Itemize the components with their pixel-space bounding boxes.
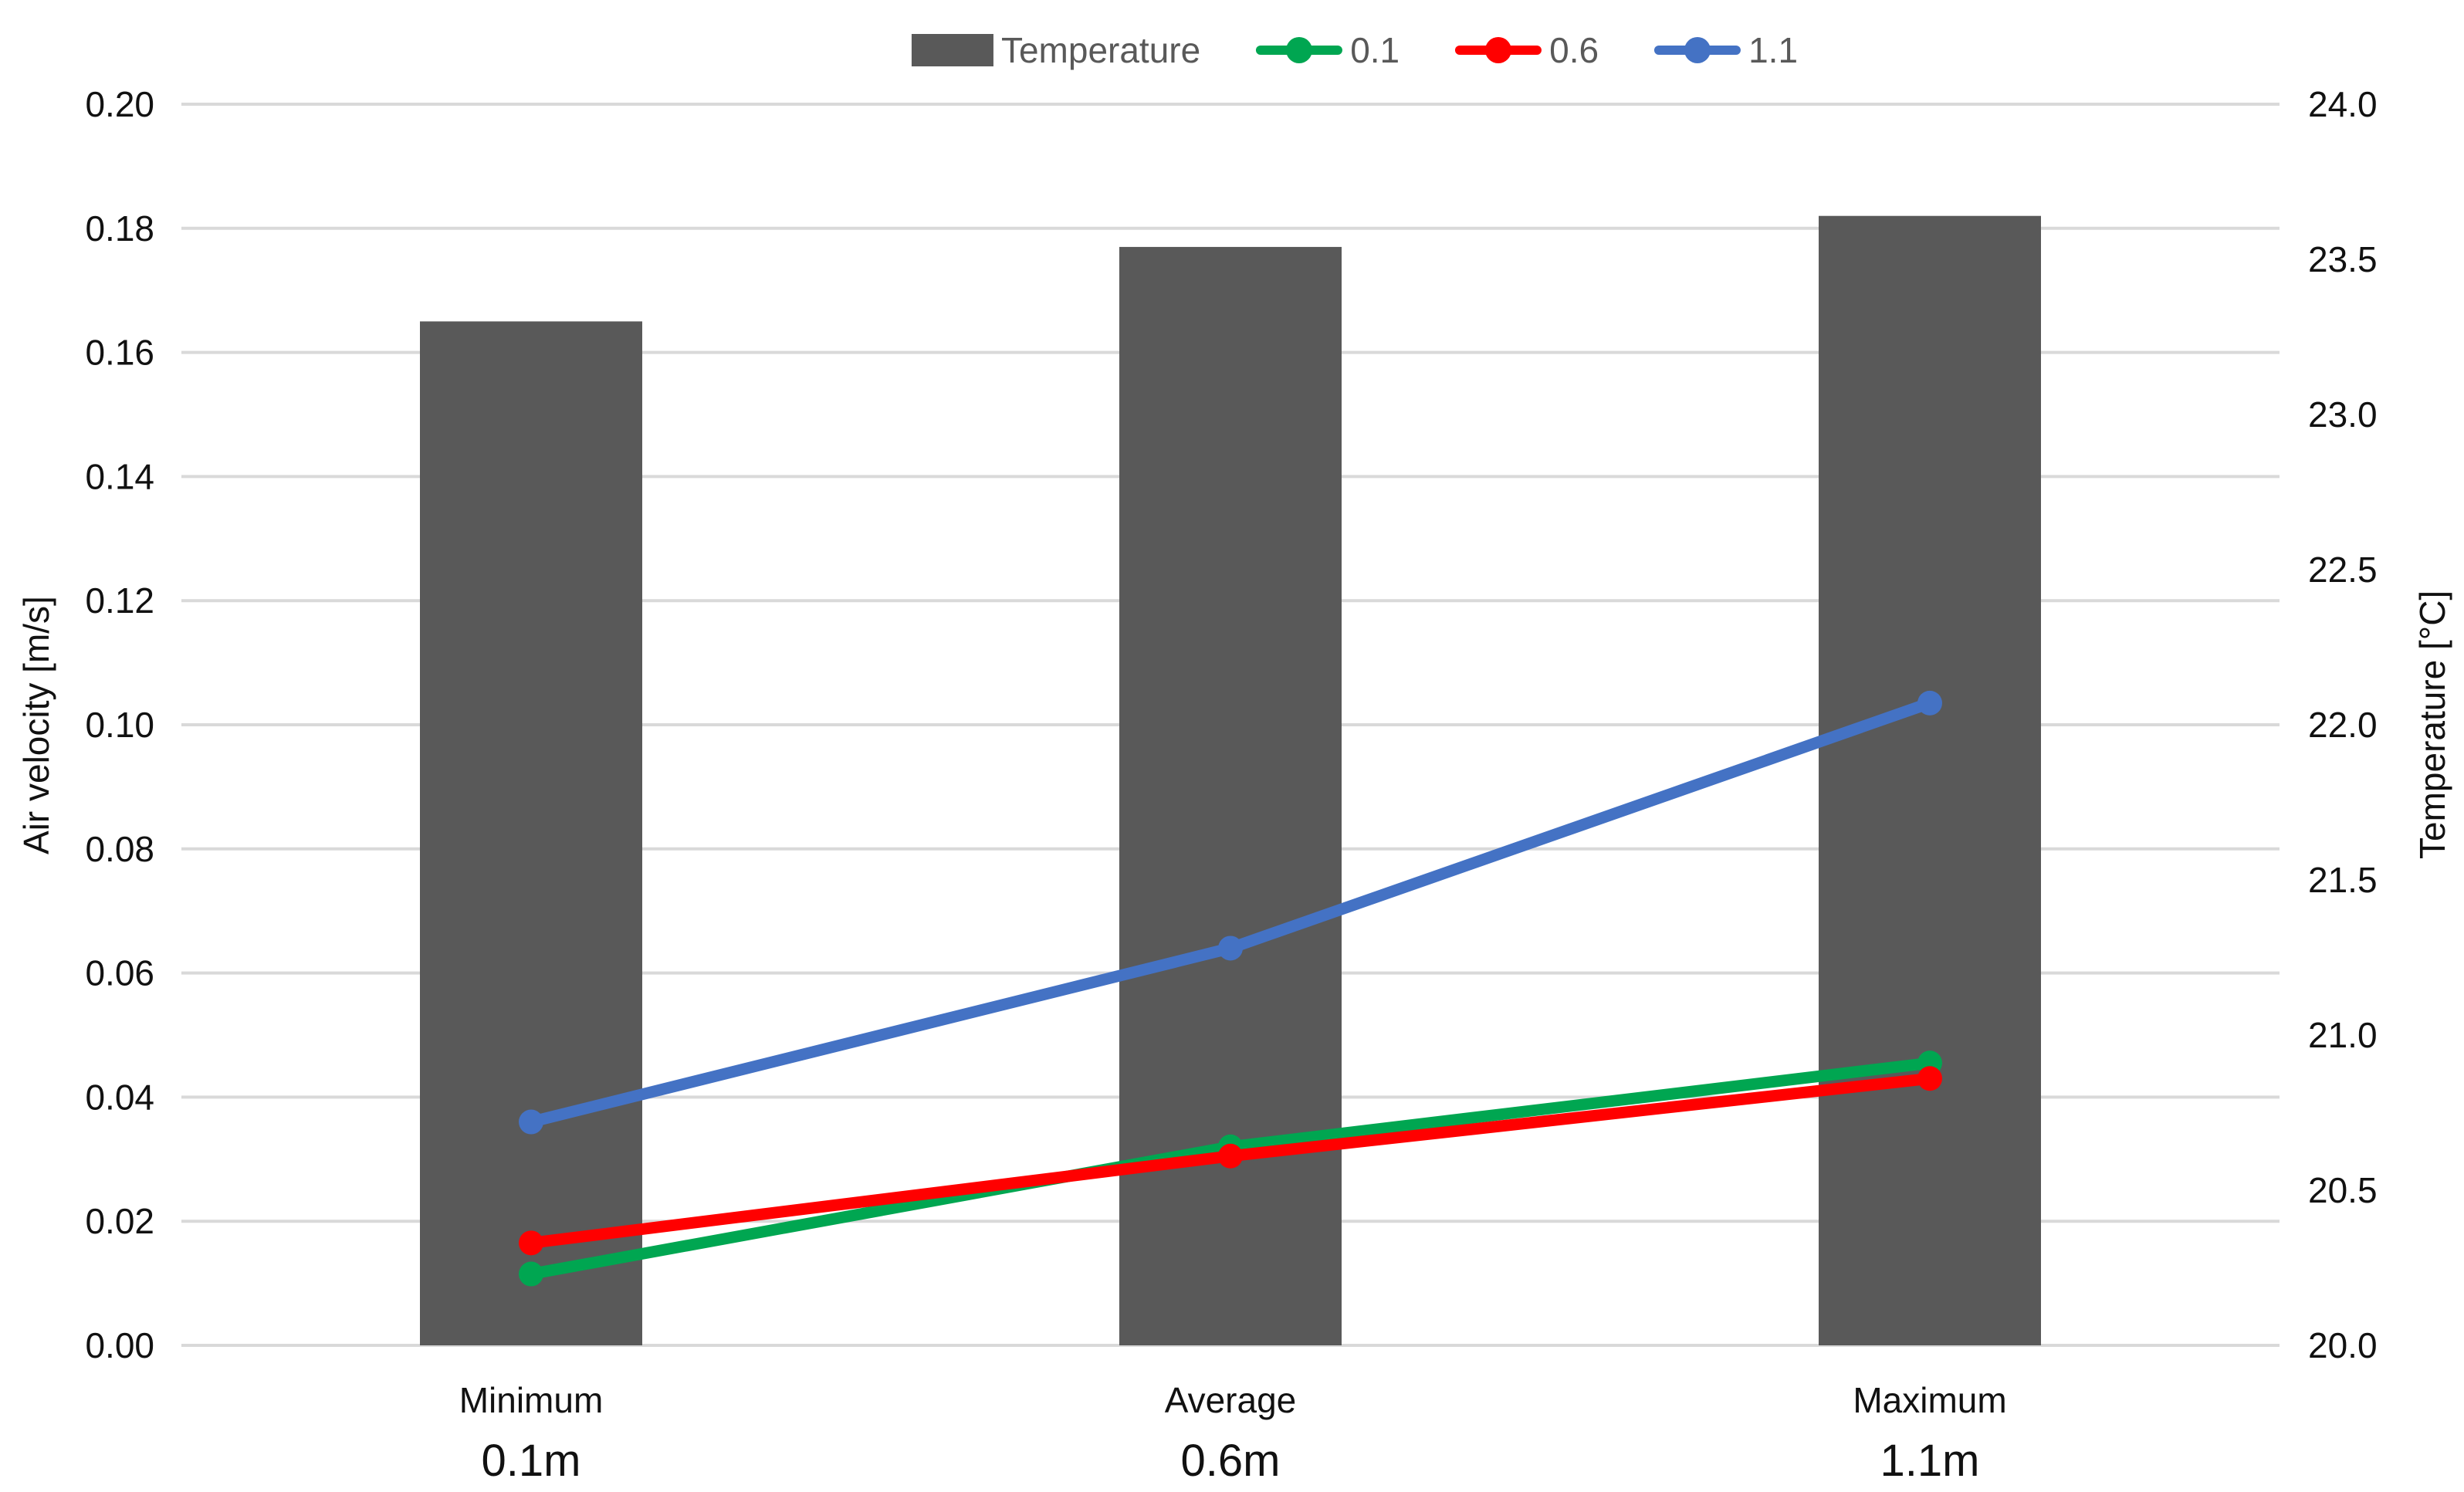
legend-line-dot: [1485, 37, 1512, 63]
category-sublabel: 0.1m: [482, 1436, 581, 1486]
right-axis-tick-label: 21.5: [2308, 860, 2378, 900]
legend-item-0.6: 0.6: [1455, 32, 1599, 68]
left-axis-title: Air velocity [m/s]: [16, 595, 56, 854]
legend-item-temperature: Temperature: [911, 30, 1201, 70]
category-sublabel: 0.6m: [1181, 1436, 1281, 1486]
left-axis-tick-label: 0.06: [85, 953, 154, 993]
category-label: Minimum: [459, 1380, 604, 1420]
right-axis-tick-label: 22.5: [2308, 550, 2378, 590]
left-axis-tick-label: 0.02: [85, 1201, 154, 1241]
left-axis-tick-label: 0.04: [85, 1077, 154, 1117]
right-axis-title: Temperature [°C]: [2412, 590, 2452, 859]
legend-label: 1.1: [1748, 30, 1799, 70]
left-axis-tick-label: 0.14: [85, 456, 154, 496]
marker-1.1-maximum: [1917, 690, 1942, 716]
left-axis-tick-label: 0.08: [85, 829, 154, 869]
left-axis-tick-label: 0.18: [85, 208, 154, 249]
marker-0.6-maximum: [1917, 1066, 1942, 1091]
category-sublabel: 1.1m: [1880, 1436, 1980, 1486]
left-axis-tick-label: 0.12: [85, 580, 154, 621]
marker-1.1-average: [1218, 935, 1243, 961]
chart-legend: Temperature 0.1 0.6 1.1: [911, 30, 1798, 70]
left-axis-tick-label: 0.10: [85, 705, 154, 745]
legend-label: 0.1: [1350, 30, 1400, 70]
legend-label: 0.6: [1549, 30, 1599, 70]
marker-0.1-minimum: [519, 1261, 543, 1287]
legend-item-0.1: 0.1: [1256, 32, 1400, 68]
right-axis-tick-label: 20.5: [2308, 1170, 2378, 1210]
category-label: Maximum: [1853, 1380, 2006, 1420]
right-axis-tick-label: 22.0: [2308, 705, 2378, 745]
bar-average: [1119, 246, 1342, 1345]
right-axis-tick-label: 24.0: [2308, 84, 2378, 124]
category-label: Average: [1165, 1380, 1297, 1420]
marker-0.6-minimum: [519, 1230, 543, 1256]
legend-label: Temperature: [1000, 30, 1201, 70]
right-axis-tick-label: 21.0: [2308, 1015, 2378, 1055]
bar-minimum: [420, 321, 642, 1345]
legend-item-1.1: 1.1: [1654, 32, 1798, 68]
right-axis-tick-label: 23.0: [2308, 394, 2378, 435]
legend-bar-swatch: [911, 34, 993, 66]
left-axis-tick-label: 0.00: [85, 1325, 154, 1365]
right-axis-tick-label: 20.0: [2308, 1325, 2378, 1365]
marker-1.1-minimum: [519, 1109, 543, 1135]
bar-maximum: [1819, 215, 2041, 1346]
legend-line-dot: [1684, 37, 1711, 63]
marker-0.6-average: [1218, 1143, 1243, 1169]
legend-line-marker: [1455, 37, 1542, 63]
legend-line-marker: [1654, 37, 1741, 63]
right-axis-tick-label: 23.5: [2308, 239, 2378, 279]
left-axis-tick-label: 0.20: [85, 84, 154, 124]
legend-line-marker: [1256, 37, 1343, 63]
legend-line-dot: [1286, 37, 1313, 63]
left-axis-tick-label: 0.16: [85, 333, 154, 373]
